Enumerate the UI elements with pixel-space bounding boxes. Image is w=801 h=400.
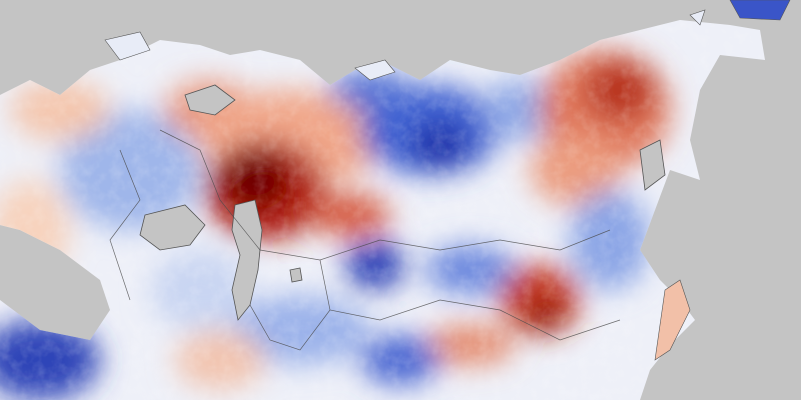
border	[109, 149, 141, 301]
border	[159, 129, 611, 261]
water-bodies	[139, 84, 666, 321]
island	[104, 31, 151, 61]
island	[354, 59, 396, 81]
caspian-sea	[231, 199, 263, 321]
island	[689, 9, 706, 26]
border	[249, 304, 331, 351]
sea-of-okhotsk	[639, 139, 666, 191]
islands	[104, 0, 791, 361]
aral-sea	[289, 267, 303, 283]
island	[654, 279, 691, 361]
black-sea	[139, 204, 206, 251]
island	[729, 0, 791, 21]
borders	[109, 129, 621, 351]
white-sea	[184, 84, 236, 116]
